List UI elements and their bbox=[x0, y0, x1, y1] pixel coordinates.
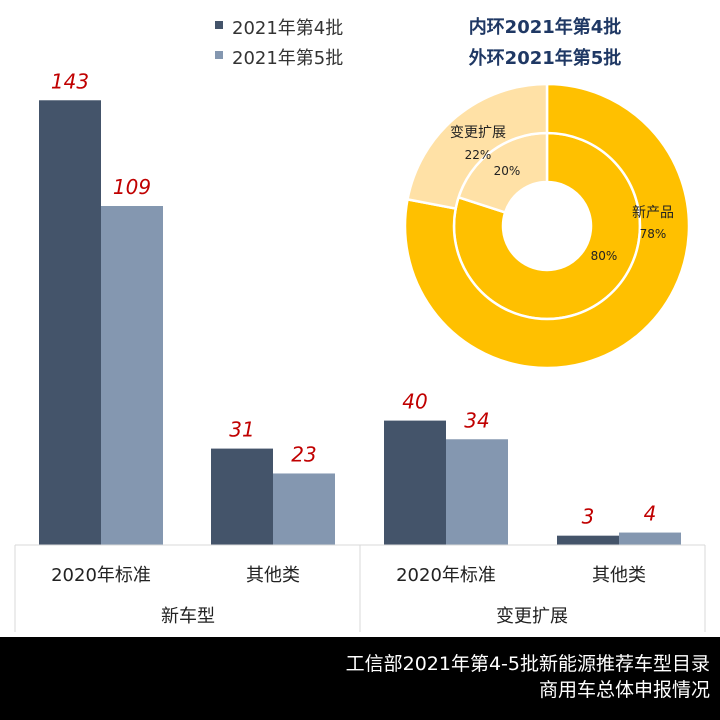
donut-legend: 外环2021年第5批 bbox=[469, 47, 622, 69]
tick-label: 其他类 bbox=[592, 565, 646, 586]
bar bbox=[39, 100, 101, 546]
data-label: 34 bbox=[464, 408, 489, 432]
bar bbox=[384, 420, 446, 545]
bar bbox=[446, 439, 508, 545]
data-label: 4 bbox=[644, 502, 657, 526]
slice-label: 80% bbox=[591, 249, 618, 263]
data-label: 23 bbox=[291, 442, 316, 466]
data-label: 40 bbox=[402, 390, 427, 414]
tick-label: 2020年标准 bbox=[51, 565, 151, 586]
data-label: 143 bbox=[51, 69, 89, 93]
slice-category: 变更扩展 bbox=[450, 125, 506, 141]
bar bbox=[211, 448, 273, 545]
donut-slice bbox=[403, 82, 691, 370]
bar bbox=[101, 206, 163, 545]
legend-label: 2021年第4批 bbox=[232, 18, 343, 39]
data-label: 31 bbox=[229, 418, 254, 442]
slice-label: 78% bbox=[640, 227, 667, 241]
donut-slice bbox=[406, 82, 549, 211]
chart: 143 31 40 3 2021年第4批 109 23 34 4 2021年第5批 2020年标准 其… bbox=[14, 16, 706, 632]
tick-label: 其他类 bbox=[246, 565, 300, 586]
donut-legend: 内环2021年第4批 bbox=[469, 16, 622, 38]
legend-label: 2021年第5批 bbox=[232, 48, 343, 69]
slice-label: 20% bbox=[494, 164, 521, 178]
legend-swatch bbox=[215, 21, 223, 29]
footer-line1: 工信部2021年第4-5批新能源推荐车型目录 bbox=[345, 653, 710, 675]
footer-caption: 工信部2021年第4-5批新能源推荐车型目录 商用车总体申报情况 bbox=[0, 637, 720, 720]
tick-label: 2020年标准 bbox=[396, 565, 496, 586]
footer-line2: 商用车总体申报情况 bbox=[538, 679, 710, 701]
group-label: 变更扩展 bbox=[496, 606, 568, 627]
data-label: 3 bbox=[582, 505, 595, 529]
slice-label: 22% bbox=[465, 148, 492, 162]
group-label: 新车型 bbox=[161, 606, 215, 627]
bar bbox=[557, 535, 619, 545]
legend-swatch bbox=[215, 51, 223, 59]
bar bbox=[273, 473, 335, 545]
bar bbox=[619, 532, 681, 545]
slice-category: 新产品 bbox=[632, 205, 674, 221]
data-label: 109 bbox=[113, 175, 151, 199]
